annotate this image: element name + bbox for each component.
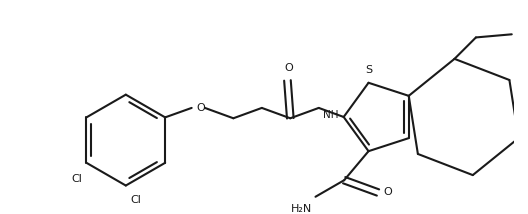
Text: O: O <box>384 187 392 198</box>
Text: O: O <box>284 63 293 73</box>
Text: Cl: Cl <box>72 174 83 184</box>
Text: Cl: Cl <box>130 195 142 205</box>
Text: H₂N: H₂N <box>290 204 312 214</box>
Text: O: O <box>196 103 205 113</box>
Text: S: S <box>365 65 372 75</box>
Text: NH: NH <box>323 110 338 120</box>
